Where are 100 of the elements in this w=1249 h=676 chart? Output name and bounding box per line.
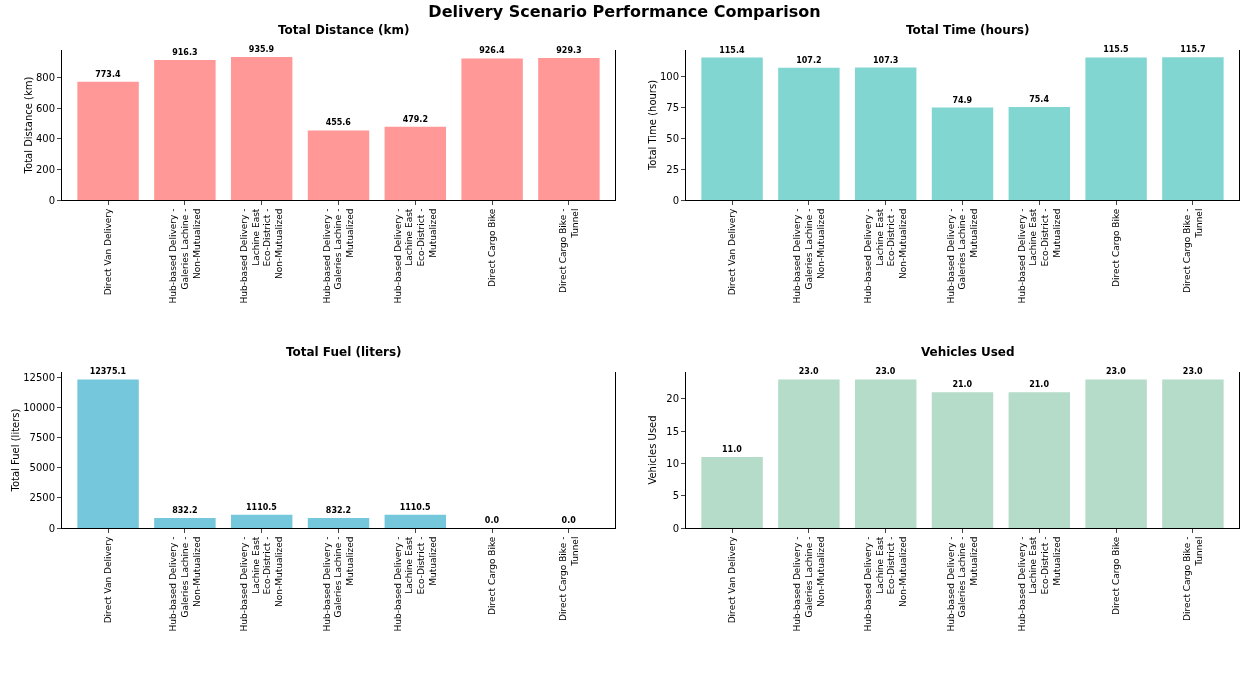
- chart-title: Total Distance (km): [278, 23, 410, 38]
- y-tick-label: 10000: [23, 402, 55, 414]
- bar: [1008, 392, 1071, 528]
- y-tick-label: 5: [672, 490, 679, 502]
- data-label: 21.0: [952, 380, 973, 390]
- data-label: 455.6: [325, 118, 352, 128]
- bar: [1008, 106, 1071, 200]
- y-tick-label: 200: [35, 163, 55, 175]
- x-tick-label: Direct Van Delivery: [727, 535, 738, 624]
- y-tick-label: 20: [666, 393, 679, 405]
- x-tick-label: Hub-based Delivery - Galeries Lachine - Non-Mutualized: [792, 208, 826, 304]
- y-tick-label: 0: [672, 194, 679, 206]
- x-tick-label: Direct Cargo Bike - Tunnel: [557, 208, 580, 294]
- y-tick-label: 2500: [29, 492, 55, 504]
- bar: [384, 514, 447, 528]
- text: Delivery Scenario Performance Comparison: [427, 2, 822, 21]
- chart-title: Vehicles Used: [920, 345, 1015, 360]
- chart-title: Total Time (hours): [906, 23, 1030, 38]
- x-tick-label: Hub-based Delivery - Galeries Lachine - Non-Mutualized: [168, 208, 202, 304]
- data-label: 74.9: [952, 95, 973, 105]
- y-tick-label: 5000: [29, 462, 55, 474]
- x-tick-label: Direct Van Delivery: [103, 535, 114, 624]
- x-tick-label: Direct Cargo Bike - Tunnel: [1181, 536, 1204, 622]
- x-tick-label: Hub-based Delivery - Galeries Lachine - Mutualized: [321, 208, 356, 304]
- x-tick-label: Direct Cargo Bike: [487, 536, 498, 615]
- x-tick-label: Hub-based Delivery - Lachine East Eco-District - Mutualized: [1016, 536, 1062, 632]
- bar: [854, 67, 917, 200]
- y-tick-label: 50: [666, 132, 679, 144]
- y-tick-label: 25: [666, 163, 679, 175]
- chart-title: Total Fuel (liters): [285, 345, 402, 360]
- bar: [77, 379, 139, 528]
- y-tick-label: 800: [35, 72, 55, 84]
- data-label: 929.3: [556, 46, 582, 56]
- bar: [778, 379, 840, 528]
- y-tick-label: 12500: [23, 372, 55, 384]
- data-label: 115.7: [1180, 45, 1206, 55]
- y-tick-label: 7500: [29, 432, 55, 444]
- bar: [931, 107, 994, 200]
- bar: [854, 379, 917, 528]
- bar: [1162, 57, 1224, 200]
- x-tick-label: Hub-based Delivery - Galeries Lachine - Non-Mutualized: [792, 536, 826, 632]
- data-label: 21.0: [1029, 380, 1050, 390]
- bar: [154, 60, 216, 200]
- bar: [701, 456, 763, 528]
- data-label: 0.0: [484, 516, 500, 525]
- bar: [1085, 57, 1147, 200]
- data-label: 773.4: [95, 69, 121, 79]
- bar: [77, 81, 139, 200]
- bar: [701, 57, 763, 200]
- x-tick-label: Hub-based Delivery - Lachine East Eco-District - Mutualized: [1016, 208, 1062, 304]
- y-tick-label: 600: [35, 102, 55, 114]
- y-axis-title: Vehicles Used: [647, 415, 658, 485]
- data-label: 23.0: [1106, 367, 1127, 377]
- y-tick-label: 0: [48, 194, 55, 206]
- data-label: 107.2: [796, 55, 822, 65]
- bar: [307, 518, 370, 528]
- data-label: 832.2: [172, 506, 198, 516]
- y-tick-label: 100: [659, 71, 679, 83]
- y-axis-title: Total Fuel (liters): [10, 408, 22, 493]
- x-tick-label: Hub-based Delivery - Lachine East Eco-District - Non-Mutualized: [863, 208, 909, 304]
- x-tick-label: Direct Van Delivery: [727, 207, 738, 296]
- y-tick-label: 400: [35, 133, 55, 145]
- data-label: 479.2: [402, 114, 428, 124]
- data-label: 115.4: [719, 45, 745, 55]
- x-tick-label: Hub-based Delivery - Lachine East Eco-District - Non-Mutualized: [863, 536, 909, 632]
- bar: [307, 130, 370, 200]
- bar: [154, 518, 216, 528]
- x-tick-label: Direct Cargo Bike: [1111, 536, 1122, 615]
- data-label: 12375.1: [89, 367, 127, 377]
- data-label: 926.4: [479, 46, 505, 56]
- bar: [931, 392, 994, 528]
- bar: [1162, 379, 1224, 528]
- data-label: 23.0: [1182, 367, 1203, 377]
- x-tick-label: Direct Cargo Bike: [1111, 208, 1122, 287]
- bar: [230, 514, 293, 528]
- y-tick-label: 15: [666, 425, 679, 437]
- bar: [461, 58, 523, 200]
- y-axis-title: Total Distance (km): [22, 76, 34, 175]
- data-label: 115.5: [1103, 45, 1129, 55]
- data-label: 916.3: [172, 48, 198, 58]
- data-label: 0.0: [561, 516, 577, 525]
- x-tick-label: Direct Van Delivery: [103, 207, 114, 296]
- bar: [778, 67, 840, 200]
- data-label: 1110.5: [246, 502, 278, 512]
- y-axis-title: Total Time (hours): [646, 79, 658, 172]
- y-tick-label: 75: [666, 101, 679, 113]
- x-tick-label: Hub-based Delivery - Lachine East Eco-District - Non-Mutualized: [239, 208, 285, 304]
- data-label: 935.9: [248, 45, 275, 55]
- x-tick-label: Hub-based Delivery - Lachine East Eco-District - Mutualized: [392, 536, 438, 632]
- bar: [230, 57, 293, 200]
- data-label: 107.3: [873, 55, 899, 65]
- data-label: 23.0: [875, 367, 896, 377]
- data-label: 23.0: [798, 367, 819, 377]
- x-tick-label: Hub-based Delivery - Lachine East Eco-District - Mutualized: [392, 208, 438, 304]
- data-label: 1110.5: [399, 502, 431, 512]
- x-tick-label: Hub-based Delivery - Lachine East Eco-District - Non-Mutualized: [239, 536, 285, 632]
- x-tick-label: Hub-based Delivery - Galeries Lachine - Mutualized: [945, 536, 980, 632]
- x-tick-label: Direct Cargo Bike - Tunnel: [557, 536, 580, 622]
- x-tick-label: Hub-based Delivery - Galeries Lachine - Mutualized: [945, 208, 980, 304]
- x-tick-label: Direct Cargo Bike: [487, 208, 498, 287]
